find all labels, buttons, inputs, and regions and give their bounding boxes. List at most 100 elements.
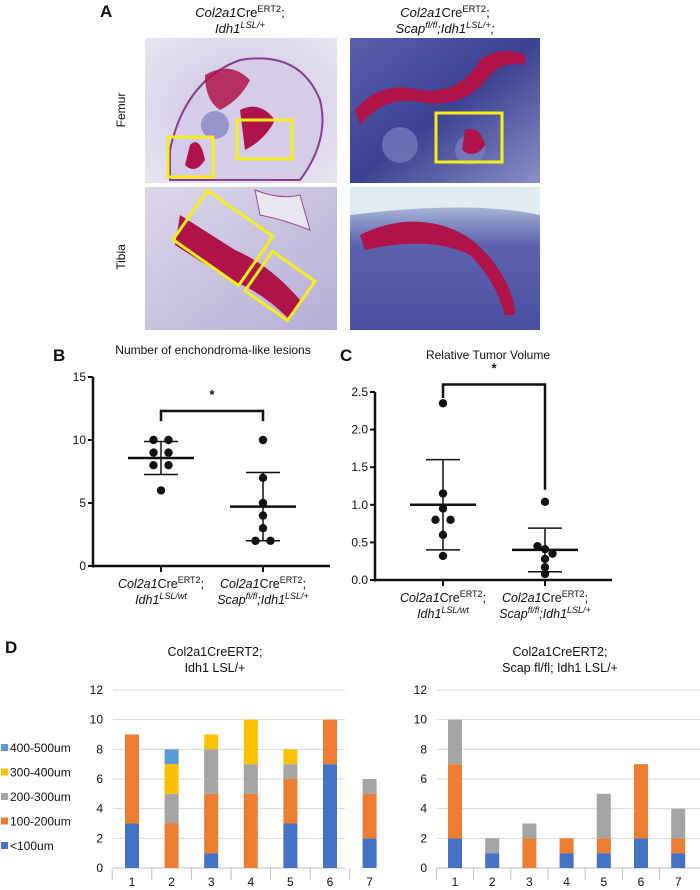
bar-segment: [485, 838, 500, 854]
legend-label: 300-400um: [10, 766, 71, 780]
x-tick-label: 4: [563, 875, 570, 889]
label-segment: ;: [281, 5, 285, 20]
label-segment: ;: [539, 607, 543, 621]
legend-label: <100um: [10, 839, 54, 853]
legend-label: 400-500um: [10, 741, 71, 755]
y-tick-label: 2: [420, 831, 427, 845]
y-tick-label: 0: [79, 559, 86, 573]
label-segment: Col2a1: [400, 591, 440, 605]
legend-label: 200-300um: [10, 790, 71, 804]
data-point: [149, 435, 158, 445]
superscript-text: LSL/+: [466, 20, 491, 30]
y-tick-label: 6: [96, 772, 103, 786]
data-point: [438, 489, 448, 498]
data-point: [533, 541, 542, 551]
label-segment: Idh1: [417, 607, 441, 621]
superscript-text: ERT2: [562, 589, 585, 599]
data-point: [149, 448, 158, 457]
bar-segment: [448, 838, 462, 868]
data-point: [438, 399, 448, 408]
x-tick-label: 7: [366, 875, 373, 889]
panel-a-letter: A: [100, 2, 112, 21]
bar-segment: [323, 719, 337, 765]
legend-swatch: [1, 744, 8, 751]
x-tick-label: 6: [638, 875, 645, 889]
histology-tibia-control: [145, 187, 337, 330]
data-point: [164, 435, 173, 445]
chart-title: Col2a1CreERT2;: [168, 645, 263, 659]
bar-segment: [362, 779, 377, 794]
data-point: [540, 563, 550, 572]
legend-swatch: [1, 768, 8, 776]
legend-label: 100-200um: [10, 815, 71, 829]
superscript-text: ERT2: [462, 4, 486, 14]
x-tick-label: Col2a1CreERT2;: [502, 589, 588, 605]
bar-segment: [164, 823, 179, 868]
data-point: [438, 530, 448, 540]
histology-femur-scap: [350, 38, 540, 183]
superscript-text: ERT2: [460, 589, 483, 599]
y-tick-label: 0: [96, 861, 103, 875]
data-point: [258, 511, 268, 520]
bar-segment: [125, 823, 139, 868]
x-tick-label: 2: [168, 875, 175, 889]
histology-femur-control: [145, 38, 337, 183]
superscript-text: fl/fl: [425, 20, 438, 30]
data-point: [164, 448, 173, 457]
data-point: [540, 569, 550, 579]
x-tick-label: 6: [327, 875, 334, 889]
y-tick-label: 4: [420, 802, 427, 816]
highlight-box: [170, 188, 276, 288]
bar-segment: [283, 764, 298, 779]
data-point: [438, 504, 448, 513]
significance-star: *: [491, 360, 497, 375]
panel-letter: C: [340, 346, 352, 365]
y-tick-label: 8: [96, 742, 103, 756]
data-point: [446, 515, 455, 525]
y-tick-label: 15: [73, 370, 87, 384]
label-segment: Col2a1: [195, 5, 236, 20]
y-tick-label: 0.0: [351, 573, 368, 587]
highlight-box: [166, 135, 215, 179]
label-segment: Idh1: [215, 21, 240, 36]
bar-segment: [671, 808, 686, 839]
x-tick-label: Col2a1CreERT2;: [400, 589, 486, 605]
bar-segment: [323, 764, 337, 868]
data-point: [540, 544, 550, 554]
x-tick-label-line2: Scapfl/fl;Idh1LSL/+: [217, 591, 309, 607]
bar-segment: [522, 823, 537, 839]
superscript-text: fl/fl: [246, 591, 259, 601]
y-tick-label: 4: [96, 802, 103, 816]
label-segment: Cre: [440, 591, 460, 605]
data-point: [540, 554, 550, 564]
label-segment: Idh1: [261, 593, 285, 607]
bar-segment: [362, 793, 377, 839]
panel-c-scatter-chart: C Relative Tumor Volume 0.0 0.5 1.0 1.5 2.0 2.5…: [340, 346, 612, 621]
label-segment: Scap: [396, 21, 426, 36]
bar-segment: [125, 734, 139, 824]
bar-segment: [164, 793, 179, 824]
bar-segment: [283, 823, 298, 868]
column-header-scap: Col2a1CreERT2;: [400, 4, 490, 20]
chart-title: Scap fl/fl; Idh1 LSL/+: [502, 661, 618, 675]
y-tick-label: 2.5: [351, 385, 368, 399]
label-segment: ;: [303, 577, 306, 591]
significance-star: *: [209, 387, 215, 402]
bar-segment: [485, 853, 500, 868]
histology-tibia-scap: [350, 187, 540, 330]
chart-title: Relative Tumor Volume: [426, 348, 550, 362]
data-point: [164, 461, 173, 470]
label-segment: ;: [585, 591, 588, 605]
panel-d-right-bar-chart: Col2a1CreERT2; Scap fl/fl; Idh1 LSL/+ 0 2 4 6…: [414, 645, 700, 889]
y-tick-label: 12: [90, 683, 104, 697]
bar-segment: [634, 764, 648, 839]
x-tick-label: Col2a1CreERT2;: [220, 575, 306, 591]
x-tick-label: 7: [675, 875, 682, 889]
chart-title: Number of enchondroma-like lesions: [115, 343, 310, 357]
superscript-text: ERT2: [280, 575, 303, 585]
label-segment: ;: [491, 21, 495, 36]
panel-d-legend: 400-500um 300-400um 200-300um 100-200um <100…: [1, 741, 71, 853]
column-header-scap-line2: Scapfl/fl;Idh1LSL/+;: [396, 20, 495, 36]
y-tick-label: 8: [420, 742, 427, 756]
